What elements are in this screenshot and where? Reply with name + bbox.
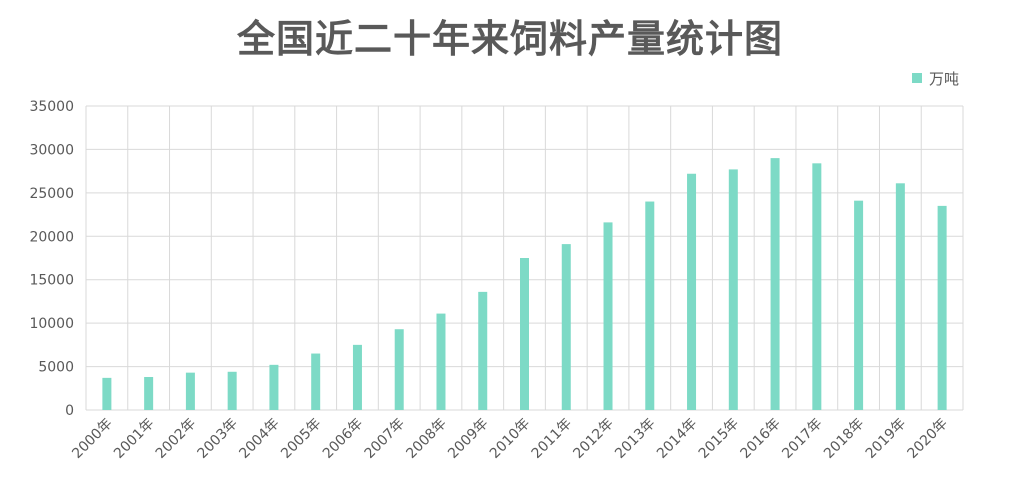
- bar-2013年: [645, 201, 655, 410]
- chart-title: 全国近二十年来饲料产量统计图: [236, 17, 783, 61]
- bar-2010年: [520, 258, 529, 410]
- x-tick-label: 2011年: [529, 416, 575, 462]
- x-tick-label: 2006年: [320, 416, 366, 462]
- x-tick-label: 2009年: [445, 416, 491, 462]
- y-tick-label: 35000: [29, 99, 74, 115]
- x-tick-label: 2005年: [278, 416, 324, 462]
- x-tick-label: 2000年: [69, 416, 115, 462]
- bar-2000年: [102, 377, 112, 410]
- bar-2003年: [227, 371, 237, 410]
- y-axis-tick-labels: 0 5000 10000 15000 20000 25000 30000 35000: [29, 99, 74, 419]
- bar-2004年: [269, 364, 279, 410]
- y-tick-label: 15000: [29, 273, 74, 289]
- legend-label: 万吨: [929, 69, 960, 88]
- legend: 万吨: [912, 67, 959, 89]
- bar-2009年: [478, 291, 488, 410]
- x-tick-label: 2010年: [487, 416, 533, 462]
- bar-2001年: [144, 376, 154, 410]
- bar-2008年: [436, 313, 446, 410]
- bar-2017年: [812, 163, 822, 410]
- x-tick-label: 2016年: [737, 416, 783, 462]
- x-tick-label: 2007年: [362, 416, 408, 462]
- x-tick-label: 2013年: [612, 416, 658, 462]
- y-tick-label: 20000: [29, 229, 74, 245]
- legend-swatch: [912, 73, 922, 83]
- bar-2019年: [895, 183, 905, 410]
- y-tick-label: 0: [65, 403, 74, 419]
- x-axis-tick-labels: 2000年2001年2002年2003年2004年2005年2006年2007年…: [69, 416, 951, 462]
- x-tick-label: 2001年: [111, 416, 157, 462]
- bar-2015年: [728, 169, 738, 410]
- y-tick-label: 10000: [29, 316, 74, 332]
- bar-2016年: [770, 158, 780, 410]
- x-tick-label: 2020年: [905, 416, 951, 462]
- x-tick-label: 2014年: [654, 416, 700, 462]
- bar-2005年: [311, 353, 321, 410]
- bar-2018年: [854, 200, 864, 410]
- x-tick-label: 2012年: [570, 416, 616, 462]
- x-tick-label: 2015年: [696, 416, 742, 462]
- bar-2012年: [603, 222, 613, 410]
- bar-layer: [102, 158, 947, 410]
- bar-2002年: [185, 372, 195, 410]
- y-tick-label: 25000: [29, 186, 74, 202]
- bar-2006年: [352, 344, 362, 410]
- y-tick-label: 5000: [38, 360, 74, 376]
- bar-2014年: [687, 173, 697, 410]
- x-tick-label: 2018年: [821, 416, 867, 462]
- x-tick-label: 2008年: [403, 416, 449, 462]
- y-tick-label: 30000: [29, 142, 74, 158]
- bar-2011年: [561, 244, 571, 410]
- x-tick-label: 2002年: [153, 416, 199, 462]
- x-tick-label: 2019年: [863, 416, 909, 462]
- x-tick-label: 2017年: [779, 416, 825, 462]
- x-tick-label: 2003年: [195, 416, 241, 462]
- bar-2020年: [937, 205, 947, 410]
- bar-2007年: [394, 329, 404, 410]
- x-tick-label: 2004年: [236, 416, 282, 462]
